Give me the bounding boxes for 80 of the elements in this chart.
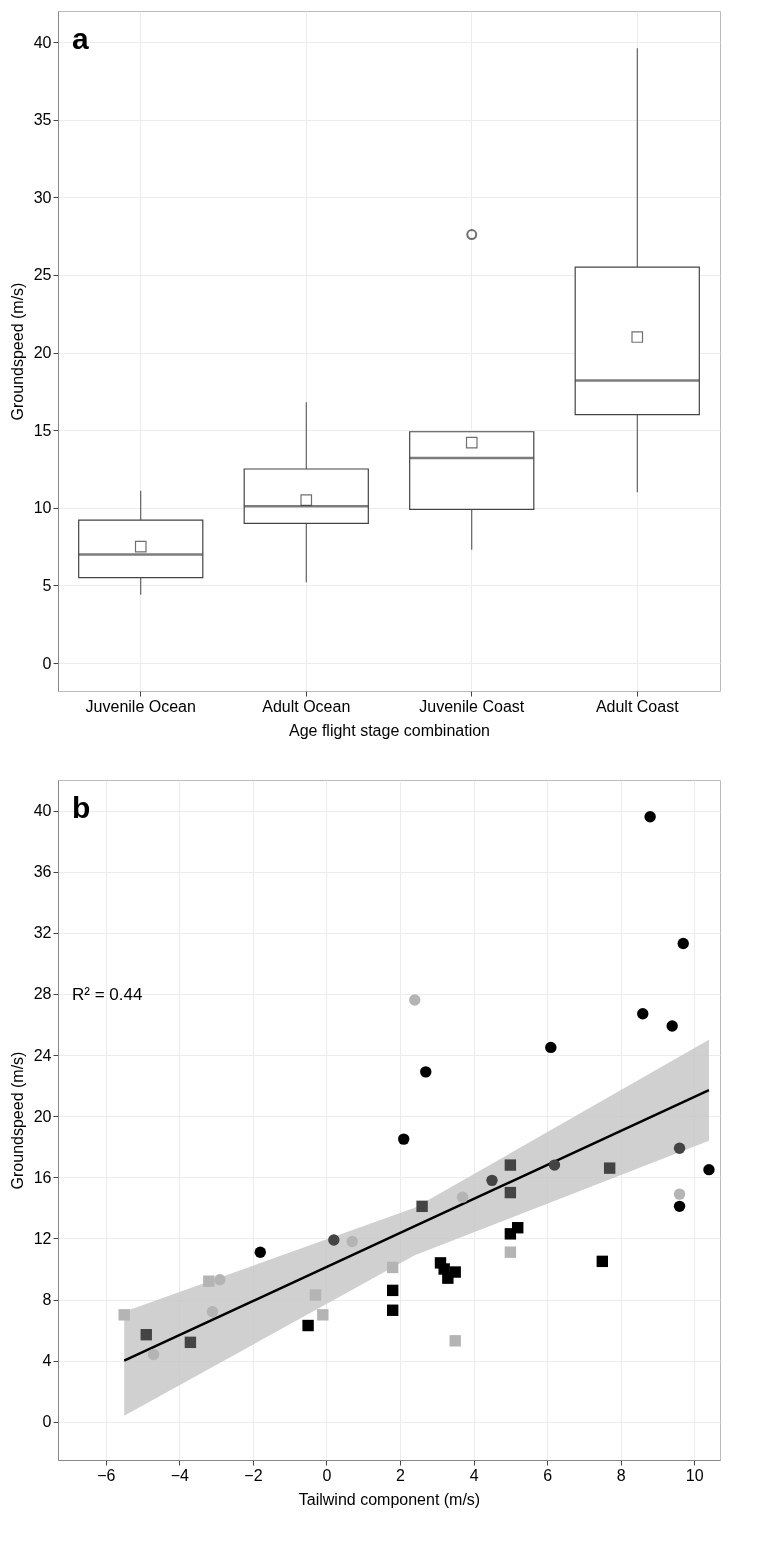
y-tick-label: 25 [33,266,52,284]
point [420,1066,432,1078]
x-tick-label: 0 [322,1466,332,1484]
y-tick-label: 24 [33,1046,52,1064]
point [504,1186,517,1199]
point [486,1174,498,1187]
point [140,1329,152,1341]
point [637,1008,649,1020]
chart-title: a [72,22,89,55]
y-tick-label: 35 [33,111,52,129]
y-tick-label: 12 [33,1229,52,1247]
y-tick-label: 40 [33,802,52,820]
y-tick-label: 4 [42,1352,52,1370]
x-tick-label: Juvenile Coast [419,697,525,715]
point [147,1348,160,1361]
x-tick-label: −6 [97,1466,116,1484]
x-tick-label: Juvenile Ocean [85,697,196,715]
annotation: R² = 0.44 [72,985,143,1004]
y-tick-label: 36 [33,863,52,881]
y-tick-label: 8 [42,1291,52,1309]
x-tick-label: 6 [543,1466,553,1484]
point [449,1266,461,1278]
point [386,1284,399,1297]
y-tick-label: 20 [33,1107,52,1125]
x-axis-title: Tailwind component (m/s) [298,1490,481,1508]
point [596,1255,609,1268]
point [644,810,656,823]
y-axis-title: Groundspeed (m/s) [8,1051,26,1190]
point [317,1309,329,1321]
y-tick-label: 28 [33,985,52,1003]
point [703,1163,715,1176]
point [409,994,421,1006]
point [673,1200,686,1213]
point [328,1234,340,1246]
point [673,1142,686,1154]
point [254,1246,266,1258]
x-tick-label: Adult Ocean [262,697,351,715]
point [346,1235,358,1248]
point [673,1188,686,1200]
y-axis-title: Groundspeed (m/s) [8,282,26,421]
x-tick-label: 4 [469,1466,479,1484]
x-axis-title: Age flight stage combination [288,721,491,739]
x-tick-label: 8 [616,1466,626,1484]
y-tick-label: 5 [42,576,52,594]
point [302,1319,314,1332]
point [184,1336,197,1349]
point [504,1159,517,1171]
x-tick-label: 2 [396,1466,406,1484]
point [545,1041,557,1054]
point [214,1274,226,1286]
point [666,1020,678,1032]
point [386,1261,399,1274]
y-tick-label: 20 [33,344,52,362]
x-tick-label: −4 [170,1466,190,1484]
x-tick-label: −2 [244,1466,263,1484]
point [548,1159,561,1171]
point [504,1246,517,1258]
y-tick-label: 16 [33,1168,52,1186]
point [456,1191,469,1203]
x-tick-label: Adult Coast [595,697,680,715]
point [677,937,689,950]
y-tick-label: 0 [42,1413,52,1431]
y-tick-label: 40 [33,33,52,51]
y-tick-label: 15 [33,421,52,439]
point [603,1162,616,1174]
point [449,1335,461,1347]
y-tick-label: 10 [33,499,52,517]
y-tick-label: 0 [42,654,52,672]
x-tick-label: 10 [685,1466,704,1484]
point [416,1200,428,1213]
y-tick-label: 30 [33,188,52,206]
chart-title: b [72,791,91,824]
point [118,1309,130,1321]
point [309,1289,322,1301]
point [206,1306,219,1318]
point [398,1133,410,1145]
point [512,1222,524,1234]
y-tick-label: 32 [33,924,52,942]
point [386,1304,399,1316]
point [203,1275,215,1287]
